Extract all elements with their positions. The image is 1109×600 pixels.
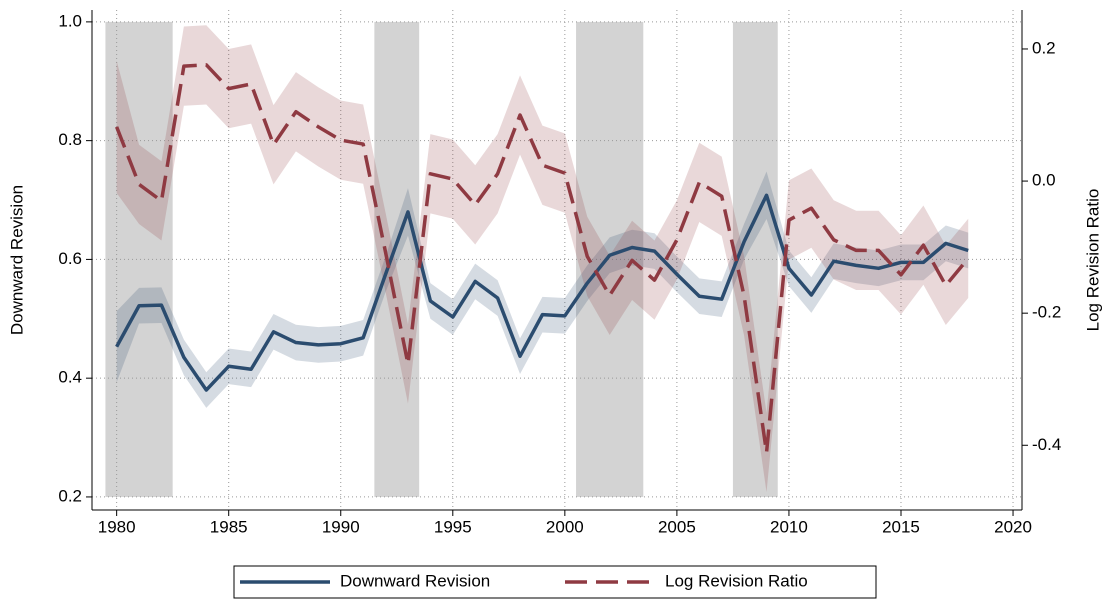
legend-label: Log Revision Ratio xyxy=(665,571,808,590)
x-tick-label: 2000 xyxy=(546,517,584,536)
series-line xyxy=(115,63,970,455)
y-tick-label: 0.8 xyxy=(58,130,82,149)
x-tick-label: 2005 xyxy=(658,517,696,536)
y2-tick-label: -0.2 xyxy=(1032,303,1061,322)
y-tick-label: 1.0 xyxy=(58,11,82,30)
confidence-band xyxy=(116,25,969,493)
series-line xyxy=(115,193,969,392)
x-tick-label: 2020 xyxy=(994,517,1032,536)
legend-box xyxy=(233,565,877,599)
y2-axis-title: Log Revision Ratio xyxy=(1083,189,1102,332)
y-tick-label: 0.2 xyxy=(58,486,82,505)
x-tick-label: 2010 xyxy=(770,517,808,536)
confidence-band xyxy=(116,171,969,408)
y-axis-title: Downward Revision xyxy=(7,185,26,335)
y2-tick-label: -0.4 xyxy=(1032,435,1061,454)
y-tick-label: 0.6 xyxy=(58,249,82,268)
legend-label: Downward Revision xyxy=(340,571,490,590)
x-tick-label: 1980 xyxy=(98,517,136,536)
x-tick-label: 1995 xyxy=(434,517,472,536)
x-tick-label: 2015 xyxy=(882,517,920,536)
y-tick-label: 0.4 xyxy=(58,368,82,387)
x-tick-label: 1985 xyxy=(210,517,248,536)
x-tick-label: 1990 xyxy=(322,517,360,536)
y2-tick-label: 0.2 xyxy=(1032,38,1056,57)
y2-tick-label: 0.0 xyxy=(1032,171,1056,190)
shaded-period xyxy=(105,21,173,497)
